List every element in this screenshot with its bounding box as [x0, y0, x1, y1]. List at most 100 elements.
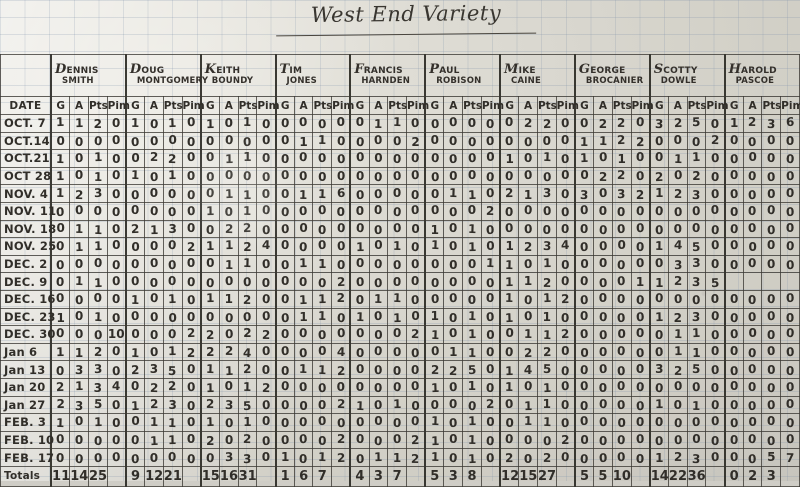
- stat-cell: 0: [648, 342, 669, 362]
- stat-cell: 0: [312, 413, 333, 432]
- stat-cell: 0: [424, 201, 445, 221]
- stat-cell: 0: [686, 430, 707, 450]
- stat-cell: 2: [331, 289, 352, 309]
- stat-cell: 1: [518, 184, 538, 203]
- stat-cell: 3: [218, 395, 239, 415]
- total-cell: 6: [293, 465, 314, 487]
- stat-cell: 0: [480, 149, 502, 168]
- stat-cell: 2: [536, 342, 557, 362]
- stat-cell: 0: [723, 395, 744, 415]
- stat-cell: 0: [742, 184, 763, 203]
- stat-cell: 1: [536, 307, 557, 327]
- stat-cell: 2: [611, 166, 632, 186]
- total-cell: 3: [368, 465, 389, 487]
- stat-cell: 0: [331, 413, 352, 432]
- stat-cell: 0: [69, 149, 89, 168]
- stat-cell: 0: [181, 448, 202, 467]
- stat-cell: 1: [387, 114, 407, 133]
- stat-cell: 0: [274, 184, 295, 203]
- stat-cell: 0: [536, 166, 557, 186]
- subheader-brocanier-pts: Pts: [611, 96, 632, 115]
- stat-cell: 3: [648, 360, 669, 379]
- stat-cell: 1: [462, 430, 482, 450]
- stat-cell: 0: [69, 448, 89, 467]
- stat-cell: 2: [199, 342, 220, 362]
- stat-cell: 0: [573, 448, 595, 467]
- stat-cell: 1: [462, 377, 482, 397]
- stat-cell: 2: [144, 149, 164, 168]
- subheader-jones-a: A: [293, 96, 314, 115]
- stat-cell: 0: [705, 413, 726, 432]
- stat-cell: 0: [274, 325, 295, 344]
- total-cell: [555, 465, 576, 487]
- stat-cell: 0: [723, 237, 744, 256]
- stat-cell: 0: [144, 289, 164, 309]
- stat-cell: 3: [648, 114, 669, 133]
- stat-cell: 1: [499, 307, 520, 327]
- stat-cell: 0: [405, 307, 427, 327]
- stat-cell: 0: [387, 131, 407, 151]
- stat-cell: 0: [162, 272, 183, 291]
- stat-cell: 0: [536, 430, 557, 450]
- stat-cell: 0: [124, 377, 146, 397]
- stat-cell: 0: [349, 377, 370, 397]
- stat-cell: 2: [536, 114, 557, 133]
- stat-cell: 0: [630, 166, 651, 186]
- stat-cell: 0: [424, 272, 445, 291]
- stat-cell: 0: [480, 289, 502, 309]
- total-cell: [480, 465, 502, 487]
- stat-cell: 2: [424, 360, 445, 379]
- stat-cell: 0: [648, 149, 669, 168]
- total-cell: [256, 465, 277, 487]
- stat-cell: 0: [573, 114, 595, 133]
- stat-cell: 1: [368, 448, 389, 467]
- stat-cell: 3: [573, 184, 595, 203]
- stat-cell: 0: [312, 430, 333, 450]
- stat-cell: 0: [705, 325, 726, 344]
- stat-cell: 0: [349, 289, 370, 309]
- stat-cell: 0: [256, 201, 277, 221]
- stat-cell: 0: [293, 272, 314, 291]
- stat-cell: 3: [87, 377, 108, 397]
- stat-cell: 0: [312, 377, 333, 397]
- stat-cell: 0: [630, 114, 651, 133]
- date-cell: DEC. 9: [0, 272, 52, 291]
- stat-cell: 0: [293, 114, 314, 133]
- stat-cell: 0: [667, 201, 688, 221]
- stat-cell: 0: [387, 219, 407, 239]
- stat-cell: 0: [368, 360, 389, 379]
- stat-cell: 1: [686, 325, 707, 344]
- stat-cell: 0: [331, 149, 352, 168]
- stat-cell: 0: [349, 413, 370, 432]
- stat-cell: 0: [144, 184, 164, 203]
- stat-cell: 0: [106, 201, 127, 221]
- stat-cell: 1: [536, 377, 557, 397]
- stat-cell: 2: [705, 131, 726, 151]
- stat-cell: 0: [349, 149, 370, 168]
- stat-cell: 1: [312, 254, 333, 274]
- stat-cell: 0: [162, 237, 183, 256]
- stat-cell: 0: [424, 114, 445, 133]
- stat-cell: 0: [686, 413, 707, 432]
- stat-cell: 0: [593, 237, 613, 256]
- stat-cell: 0: [462, 131, 482, 151]
- stat-cell: 0: [761, 342, 782, 362]
- stat-cell: 0: [499, 430, 520, 450]
- stat-cell: 0: [144, 131, 164, 151]
- stat-cell: 0: [405, 254, 427, 274]
- stat-cell: 0: [705, 254, 726, 274]
- stat-cell: 0: [405, 237, 427, 256]
- stat-cell: 0: [761, 201, 782, 221]
- table-row: NOV. 11 0 0 0 0 0 0 0 0 1 0 1 0 0 0 0 0 0 0 0 0 0 0 0 2 0 0 0 0 0 0 0 0 0…: [0, 201, 800, 221]
- stat-cell: 4: [518, 360, 538, 379]
- stat-cell: 0: [518, 166, 538, 186]
- subheader-boundy-a: A: [218, 96, 239, 115]
- stat-cell: 0: [573, 430, 595, 450]
- stat-cell: 0: [780, 360, 800, 379]
- stat-cell: 0: [555, 413, 576, 432]
- stat-cell: 0: [573, 289, 595, 309]
- stat-cell: 0: [780, 237, 800, 256]
- stat-cell: 2: [499, 448, 520, 467]
- stat-cell: 0: [124, 430, 146, 450]
